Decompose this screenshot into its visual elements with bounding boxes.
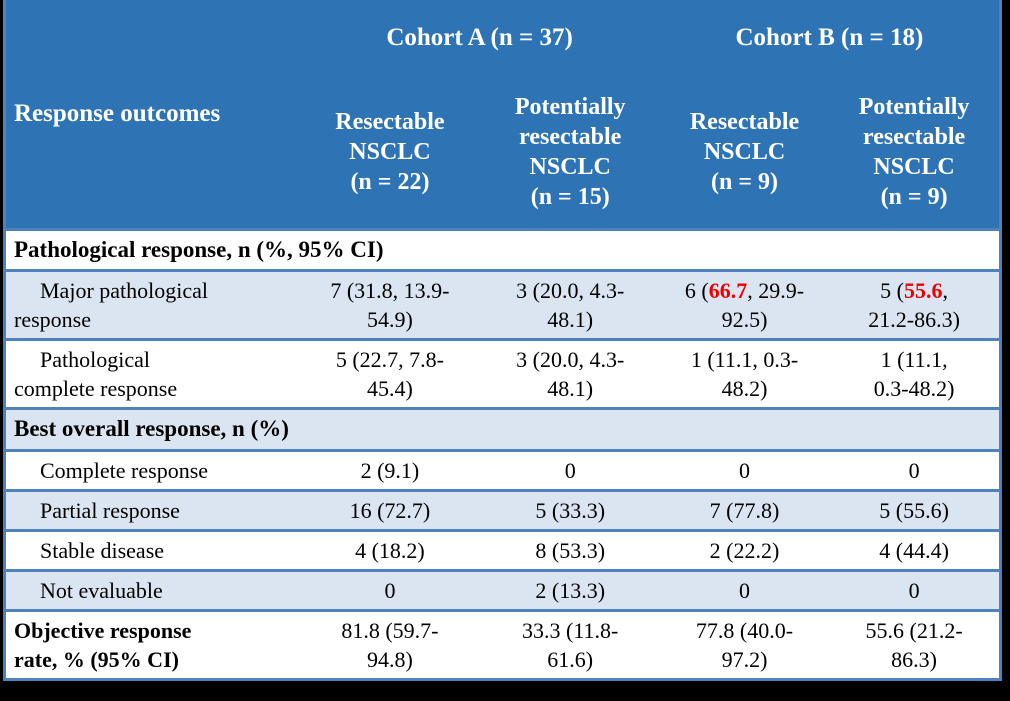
value-cell: 33.3 (11.8- 61.6)	[480, 610, 660, 680]
data-row: Objective response rate, % (95% CI) 81.8 …	[4, 610, 1001, 680]
cohort-b-header: Cohort B (n = 18)	[659, 0, 1001, 76]
value-cell: 7 (31.8, 13.9- 54.9)	[299, 270, 481, 340]
section-row: Pathological response, n (%, 95% CI)	[4, 229, 1001, 271]
cohort-a-header: Cohort A (n = 37)	[299, 0, 660, 76]
value-cell: 77.8 (40.0- 97.2)	[659, 610, 830, 680]
value-cell: 5 (55.6)	[829, 490, 1001, 531]
row-label: Objective response rate, % (95% CI)	[4, 610, 300, 680]
value-cell: 3 (20.0, 4.3- 48.1)	[480, 270, 660, 340]
row-label: Complete response	[4, 450, 300, 491]
data-row: Not evaluable 0 2 (13.3) 0 0	[4, 570, 1001, 611]
value-cell: 2 (9.1)	[299, 450, 481, 491]
response-outcomes-table: Response outcomes Cohort A (n = 37) Coho…	[3, 0, 1002, 682]
row-label: Major pathological response	[4, 270, 300, 340]
col-header-resectable-a: Resectable NSCLC (n = 22)	[299, 76, 481, 230]
row-label: Partial response	[4, 490, 300, 531]
value-cell: 8 (53.3)	[480, 530, 660, 571]
col-header-potentially-resectable-a: Potentially resectable NSCLC (n = 15)	[480, 76, 660, 230]
section-label: Best overall response, n (%)	[4, 408, 1001, 451]
highlighted-value: 66.7	[708, 278, 748, 304]
data-row: Stable disease 4 (18.2) 8 (53.3) 2 (22.2) 4 …	[4, 530, 1001, 571]
value-cell: 81.8 (59.7- 94.8)	[299, 610, 481, 680]
value-cell: 0	[829, 450, 1001, 491]
value-cell: 4 (18.2)	[299, 530, 481, 571]
value-cell: 1 (11.1, 0.3- 48.2)	[659, 339, 830, 409]
section-label: Pathological response, n (%, 95% CI)	[4, 229, 1001, 271]
value-cell: 55.6 (21.2- 86.3)	[829, 610, 1001, 680]
table-header: Response outcomes Cohort A (n = 37) Coho…	[4, 0, 1001, 230]
value-cell: 4 (44.4)	[829, 530, 1001, 571]
value-cell: 0	[659, 450, 830, 491]
value-cell: 2 (22.2)	[659, 530, 830, 571]
col-header-potentially-resectable-b: Potentially resectable NSCLC (n = 9)	[829, 76, 1001, 230]
value-cell: 16 (72.7)	[299, 490, 481, 531]
data-row: Major pathological response 7 (31.8, 13.9…	[4, 270, 1001, 340]
data-row: Complete response 2 (9.1) 0 0 0	[4, 450, 1001, 491]
data-row: Partial response 16 (72.7) 5 (33.3) 7 (77.8…	[4, 490, 1001, 531]
value-cell: 0	[480, 450, 660, 491]
value-cell: 5 (22.7, 7.8- 45.4)	[299, 339, 481, 409]
value-cell: 6 (66.7, 29.9- 92.5)	[659, 270, 830, 340]
highlighted-value: 55.6	[903, 278, 943, 304]
cohort-header-row: Response outcomes Cohort A (n = 37) Coho…	[4, 0, 1001, 230]
value-cell: 1 (11.1, 0.3-48.2)	[829, 339, 1001, 409]
section-row: Best overall response, n (%)	[4, 408, 1001, 451]
row-label: Not evaluable	[4, 570, 300, 611]
value-cell: 5 (33.3)	[480, 490, 660, 531]
value-cell: 0	[299, 570, 481, 611]
value-cell: 5 (55.6, 21.2-86.3)	[829, 270, 1001, 340]
value-cell: 0	[659, 570, 830, 611]
data-row: Pathological complete response 5 (22.7, 7…	[4, 339, 1001, 409]
value-cell: 3 (20.0, 4.3- 48.1)	[480, 339, 660, 409]
row-label: Pathological complete response	[4, 339, 300, 409]
value-cell: 7 (77.8)	[659, 490, 830, 531]
col-header-resectable-b: Resectable NSCLC (n = 9)	[659, 76, 830, 230]
response-outcomes-header: Response outcomes	[4, 0, 300, 230]
table-body: Pathological response, n (%, 95% CI) Majo…	[4, 229, 1001, 680]
subgroup-header-row: Resectable NSCLC (n = 22) Potentially re…	[5, 76, 1001, 230]
row-label: Stable disease	[4, 530, 300, 571]
value-cell: 2 (13.3)	[480, 570, 660, 611]
value-cell: 0	[829, 570, 1001, 611]
